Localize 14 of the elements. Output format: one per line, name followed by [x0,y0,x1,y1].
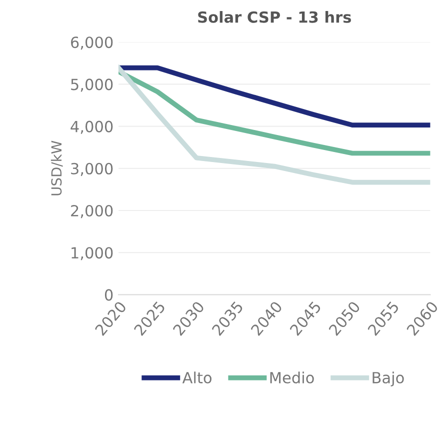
y-axis-title: USD/kW [50,140,63,196]
line-series [118,65,430,128]
legend-label: Bajo [372,372,404,386]
y-tick-label: 2,000 [71,204,113,218]
y-tick-label: 0 [104,289,113,301]
legend-label: Alto [182,372,212,384]
y-tick-label: 4,000 [70,120,113,134]
y-tick-label: 6,000 [71,36,113,50]
legend-label: Medio [270,372,314,384]
y-tick-label: 5,000 [71,78,113,92]
chart-title: Solar CSP - 13 hrs [198,11,351,23]
line-series [118,65,430,185]
y-tick-label: 1,000 [72,247,113,260]
y-tick-label: 3,000 [71,162,113,176]
